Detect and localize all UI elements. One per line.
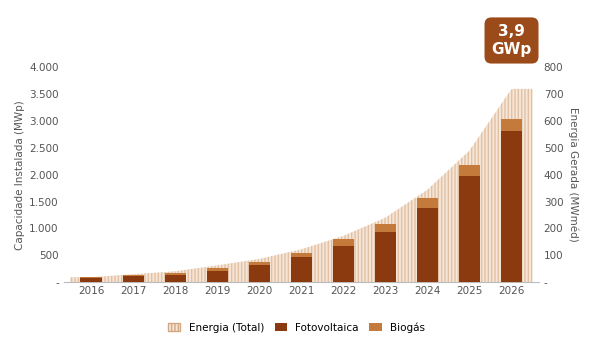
Bar	[333, 246, 354, 282]
Bar	[375, 224, 396, 232]
Bar	[417, 198, 438, 208]
Bar	[459, 176, 480, 282]
Bar	[206, 268, 228, 271]
Y-axis label: Capacidade Instalada (MWp): Capacidade Instalada (MWp)	[15, 100, 25, 250]
Bar	[501, 119, 522, 131]
Bar	[417, 208, 438, 282]
Bar	[375, 232, 396, 282]
Bar	[501, 131, 522, 282]
Bar	[165, 275, 186, 282]
Bar	[123, 276, 144, 282]
Bar	[248, 265, 270, 282]
Bar	[81, 278, 101, 282]
Bar	[165, 273, 186, 275]
Text: 3,9
GWp: 3,9 GWp	[492, 24, 532, 57]
Bar	[123, 275, 144, 276]
Bar	[291, 252, 312, 258]
Bar	[81, 277, 101, 278]
Bar	[248, 262, 270, 265]
Y-axis label: Energia Gerada (MWméd): Energia Gerada (MWméd)	[568, 107, 578, 242]
Bar	[459, 165, 480, 176]
Bar	[333, 239, 354, 246]
Bar	[206, 271, 228, 282]
Legend: Energia (Total), Fotovoltaica, Biogás: Energia (Total), Fotovoltaica, Biogás	[164, 318, 429, 337]
Bar	[291, 258, 312, 282]
